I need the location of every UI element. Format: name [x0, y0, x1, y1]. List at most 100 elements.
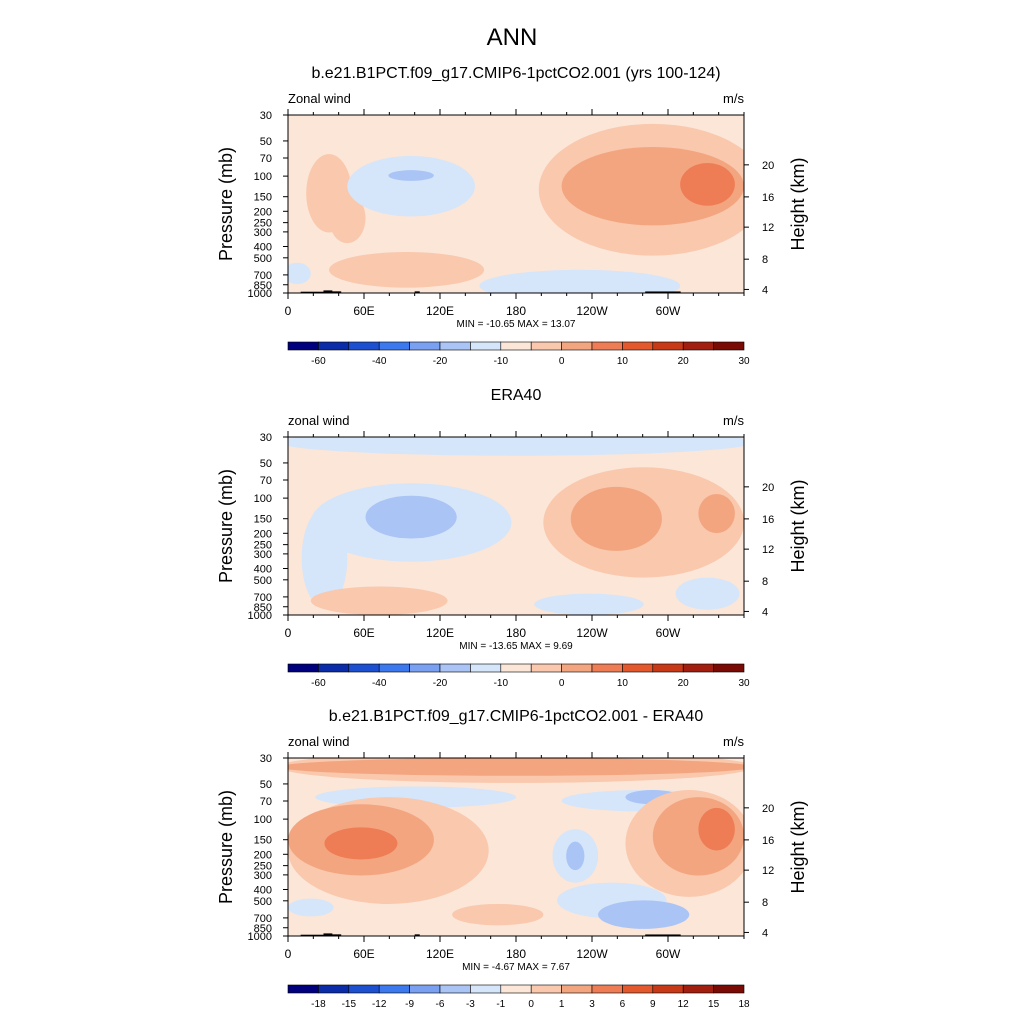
colorbar-box: [652, 663, 684, 673]
contour-region: [329, 252, 485, 288]
colorbar-label: 12: [678, 999, 690, 1010]
contour-region: [479, 269, 681, 293]
contour-region: [698, 807, 735, 851]
topography-block: [323, 290, 333, 293]
colorbar-label: 0: [559, 678, 565, 689]
colorbar-box: [470, 663, 502, 673]
height-tick-label: 4: [762, 606, 768, 618]
pressure-tick-label: 250: [254, 218, 272, 230]
lon-tick-label: 60W: [656, 304, 681, 318]
pressure-tick-label: 100: [254, 493, 272, 505]
topography-block: [300, 291, 337, 293]
colorbar-box: [652, 341, 684, 351]
panel-1: b.e21.B1PCT.f09_g17.CMIP6-1pctCO2.001 (y…: [216, 65, 808, 367]
pressure-tick-label: 30: [260, 110, 272, 122]
pressure-tick-label: 150: [254, 514, 272, 526]
pressure-tick-label: 300: [254, 549, 272, 561]
contour-region: [347, 155, 475, 217]
pressure-tick-label: 300: [254, 227, 272, 239]
height-tick-label: 12: [762, 544, 774, 556]
colorbar-label: 0: [528, 999, 534, 1010]
y2-axis-label: Height (km): [788, 479, 808, 572]
topography-block: [414, 934, 420, 936]
lon-tick-label: 180: [506, 304, 526, 318]
colorbar-label: -1: [496, 999, 505, 1010]
lon-tick-label: 120W: [576, 947, 608, 961]
panels: b.e21.B1PCT.f09_g17.CMIP6-1pctCO2.001 (y…: [216, 65, 808, 1010]
colorbar-box: [682, 663, 714, 673]
colorbar-label: -20: [433, 356, 448, 367]
colorbar-box: [561, 341, 593, 351]
pressure-tick-label: 200: [254, 849, 272, 861]
contour-field: [288, 115, 744, 293]
lon-tick-label: 60W: [656, 947, 681, 961]
contour-region: [288, 262, 311, 285]
pressure-tick-label: 30: [260, 753, 272, 765]
colorbar-box: [439, 663, 471, 673]
pressure-tick-label: 850: [254, 923, 272, 935]
pressure-tick-label: 500: [254, 575, 272, 587]
topography-block: [645, 934, 681, 936]
contour-region: [680, 163, 735, 206]
colorbar-label: -9: [405, 999, 414, 1010]
colorbar-box: [500, 663, 532, 673]
height-tick-label: 8: [762, 254, 768, 266]
colorbar-box: [652, 984, 684, 994]
contour-region: [288, 437, 744, 456]
contour-field: [288, 758, 744, 936]
y2-axis-label: Height (km): [788, 157, 808, 250]
contour-region: [288, 758, 744, 776]
lon-tick-label: 120E: [426, 626, 454, 640]
main-title: ANN: [487, 24, 538, 51]
pressure-tick-label: 70: [260, 153, 272, 165]
pressure-tick-label: 150: [254, 835, 272, 847]
colorbar-label: -20: [433, 678, 448, 689]
height-tick-label: 16: [762, 514, 774, 526]
colorbar-box: [287, 341, 319, 351]
colorbar-label: 15: [708, 999, 720, 1010]
height-tick-label: 16: [762, 835, 774, 847]
lon-tick-label: 120E: [426, 304, 454, 318]
colorbar-box: [713, 984, 745, 994]
min-max-label: MIN = -13.65 MAX = 9.69: [459, 641, 573, 652]
colorbar-box: [439, 984, 471, 994]
colorbar-box: [530, 984, 562, 994]
colorbar-box: [500, 984, 532, 994]
colorbar-label: 9: [650, 999, 656, 1010]
panel-title: b.e21.B1PCT.f09_g17.CMIP6-1pctCO2.001 (y…: [311, 65, 720, 82]
colorbar-box: [318, 663, 350, 673]
colorbar-box: [348, 341, 380, 351]
colorbar-label: 10: [617, 356, 629, 367]
colorbar-label: 30: [738, 356, 750, 367]
height-tick-label: 4: [762, 927, 768, 939]
height-tick-label: 12: [762, 222, 774, 234]
height-tick-label: 20: [762, 803, 774, 815]
lon-tick-label: 180: [506, 626, 526, 640]
colorbar-box: [409, 984, 441, 994]
contour-region: [324, 827, 398, 860]
colorbar-label: -3: [466, 999, 475, 1010]
contour-region: [534, 593, 644, 615]
colorbar-box: [530, 341, 562, 351]
colorbar-box: [318, 984, 350, 994]
pressure-tick-label: 850: [254, 280, 272, 292]
colorbar-label: 1: [559, 999, 565, 1010]
y-axis-label: Pressure (mb): [216, 469, 236, 583]
colorbar-label: 0: [559, 356, 565, 367]
colorbar-box: [439, 341, 471, 351]
min-max-label: MIN = -4.67 MAX = 7.67: [462, 962, 570, 973]
pressure-tick-label: 50: [260, 458, 272, 470]
colorbar-label: 10: [617, 678, 629, 689]
colorbar-box: [561, 984, 593, 994]
pressure-tick-label: 400: [254, 241, 272, 253]
contour-region: [388, 170, 434, 181]
pressure-tick-label: 1000: [248, 931, 272, 943]
pressure-tick-label: 850: [254, 602, 272, 614]
colorbar-box: [591, 663, 623, 673]
pressure-tick-label: 250: [254, 861, 272, 873]
contour-region: [566, 841, 585, 871]
lon-tick-label: 60E: [353, 947, 374, 961]
colorbar-box: [378, 663, 410, 673]
contour-region: [452, 903, 544, 926]
